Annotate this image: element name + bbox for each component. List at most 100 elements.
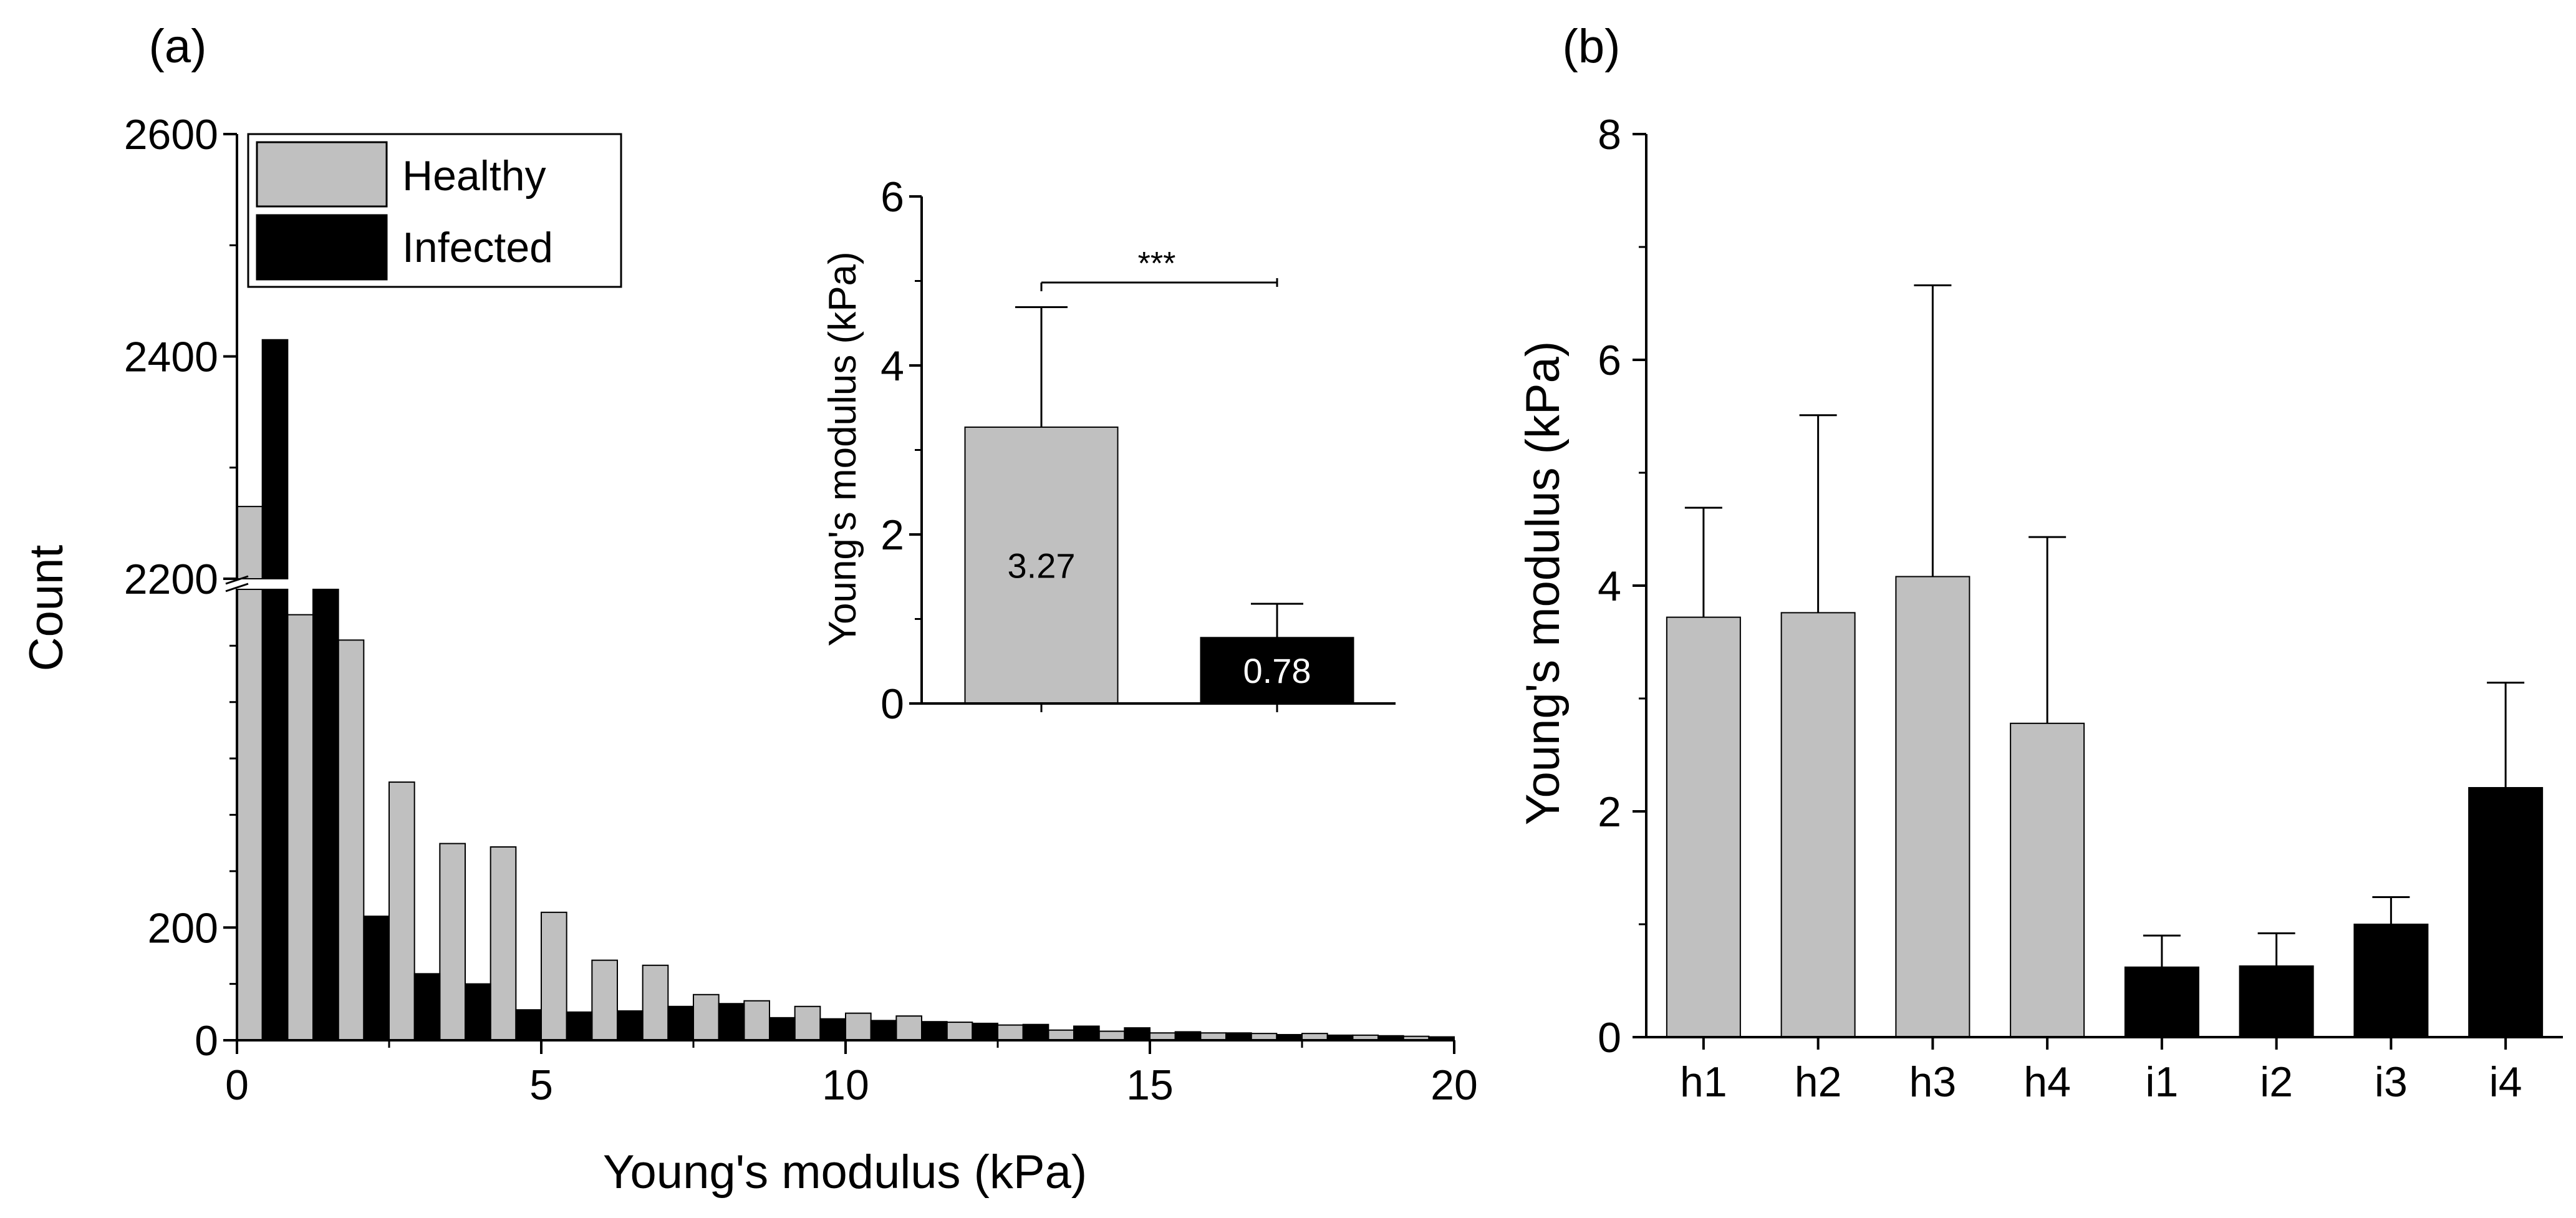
histogram-bar-healthy [236, 589, 263, 1041]
y-axis-title-b: Young's modulus (kPa) [1517, 341, 1570, 825]
histogram-bar-infected [515, 1009, 542, 1042]
legend-swatch-healthy [256, 141, 388, 208]
inset-axes: 0 2 4 6 [880, 173, 1396, 728]
inset-y-tick-label: 4 [880, 342, 904, 390]
bar-h4 [2010, 722, 2085, 1038]
panel-label-b: (b) [1563, 20, 1621, 73]
y-tick-label-b: 4 [1598, 563, 1621, 610]
histogram-bar-healthy [1048, 1029, 1075, 1042]
histogram-bar-infected [972, 1022, 999, 1041]
bar-i3 [2353, 924, 2429, 1038]
histogram-bar-healthy [439, 843, 466, 1042]
x-tick-label-b: i2 [2260, 1058, 2293, 1106]
histogram-bar-infected [465, 983, 491, 1041]
panel-label-a: (a) [149, 20, 207, 73]
x-tick-label-b: h2 [1795, 1058, 1842, 1106]
y-tick-label-a: 2200 [124, 556, 218, 603]
histogram-bar-healthy [845, 1012, 872, 1041]
y-tick-label-a: 2400 [124, 334, 218, 381]
x-tick-label-a: 20 [1430, 1061, 1478, 1109]
histogram-bar-infected [261, 589, 289, 1041]
y-tick-label-b: 6 [1598, 337, 1621, 384]
histogram-bar-healthy [946, 1022, 973, 1041]
x-axis-title-a: Young's modulus (kPa) [603, 1146, 1087, 1199]
histogram-bar-infected [363, 916, 390, 1042]
histogram-bar-healthy [743, 1000, 771, 1042]
x-tick-label-b: i1 [2145, 1058, 2178, 1106]
legend: Healthy Infected [247, 133, 622, 288]
histogram-bar-healthy [337, 639, 365, 1041]
significance-stars: *** [1138, 246, 1176, 282]
x-tick-label-b: h3 [1909, 1058, 1957, 1106]
legend-swatch-infected [256, 214, 388, 281]
y-tick-label-a: 200 [148, 904, 218, 952]
histogram-bar-healthy [1098, 1030, 1126, 1042]
legend-label-healthy: Healthy [402, 152, 546, 200]
x-tick-label-a: 15 [1126, 1061, 1174, 1109]
histogram-bar-healthy [541, 911, 567, 1041]
histogram-bar-healthy [490, 846, 517, 1042]
x-tick-label-b: h4 [2024, 1058, 2071, 1106]
histogram-bar-infected [312, 589, 339, 1041]
legend-label-infected: Infected [402, 224, 553, 271]
y-axis-title-a: Count [20, 545, 73, 672]
histogram-bar-infected [870, 1020, 897, 1042]
bar-i2 [2239, 965, 2314, 1038]
x-tick-label-a: 5 [529, 1061, 553, 1109]
bar-chart-bars [1666, 284, 2544, 1038]
inset-bars: 3.27 0.78 [964, 306, 1354, 704]
y-tick-label-b: 8 [1598, 111, 1621, 158]
histogram-bar-healthy [591, 959, 618, 1041]
histogram-bar-healthy [287, 614, 314, 1041]
histogram-bar-infected [413, 973, 441, 1042]
inset-y-axis-title: Young's modulus (kPa) [821, 251, 864, 646]
y-tick-label-a: 2600 [124, 111, 218, 158]
histogram-bar-healthy [895, 1015, 923, 1042]
inset-y-tick-label: 0 [880, 680, 904, 728]
bar-chart-axes: h1 h2 h3 h4 i1 i2 i3 i4 0 2 4 6 8 [1598, 111, 2563, 1106]
y-tick-label-a: 0 [195, 1017, 218, 1065]
inset-y-tick-label: 2 [880, 511, 904, 559]
bar-i1 [2124, 966, 2199, 1038]
bar-h2 [1780, 612, 1856, 1038]
histogram-bar-healthy [794, 1005, 821, 1042]
histogram-bar-infected [617, 1010, 644, 1042]
histogram-bar-infected [667, 1005, 695, 1042]
histogram-bar-infected-upper [261, 339, 289, 579]
y-tick-label-b: 0 [1598, 1014, 1621, 1061]
histogram-bar-infected [921, 1021, 948, 1042]
x-tick-label-b: i3 [2375, 1058, 2408, 1106]
histogram-bar-healthy [693, 993, 720, 1042]
x-tick-label-b: h1 [1680, 1058, 1727, 1106]
histogram-bar-infected [718, 1003, 745, 1041]
bar-i4 [2468, 786, 2544, 1038]
axis-break-mark [225, 582, 249, 592]
x-tick-label-a: 0 [225, 1061, 249, 1109]
histogram-bar-infected [1073, 1025, 1100, 1041]
y-tick-label-b: 2 [1598, 788, 1621, 836]
axis-break-gap [224, 579, 412, 589]
bar-h1 [1666, 616, 1741, 1038]
histogram-bar-healthy-upper [236, 506, 263, 580]
histogram-bar-infected [1124, 1027, 1151, 1042]
histogram-bar-infected [1022, 1023, 1049, 1041]
inset-value-label: 3.27 [1008, 546, 1076, 585]
histogram-bar-healthy [642, 964, 669, 1042]
histogram-bar-infected [566, 1011, 593, 1041]
histogram-bar-infected [1174, 1031, 1202, 1041]
histogram-bar-healthy [388, 781, 415, 1042]
x-tick-label-a: 10 [822, 1061, 869, 1109]
histogram-bar-healthy [997, 1024, 1024, 1042]
inset-y-tick-label: 6 [880, 173, 904, 221]
panel-b: (b) h1 h2 h3 h4 i1 i2 i3 i4 0 2 4 6 8 Young's modulu… [1517, 20, 2563, 1106]
histogram-bar-infected [769, 1017, 796, 1041]
inset-chart: 3.27 0.78 0 2 4 6 Young's modulus (kPa) *** [821, 173, 1396, 728]
bar-h3 [1895, 576, 1971, 1038]
inset-value-label: 0.78 [1243, 651, 1311, 690]
histogram-bar-infected [819, 1018, 847, 1041]
histogram-bars [236, 339, 1455, 1042]
x-tick-label-b: i4 [2489, 1058, 2522, 1106]
